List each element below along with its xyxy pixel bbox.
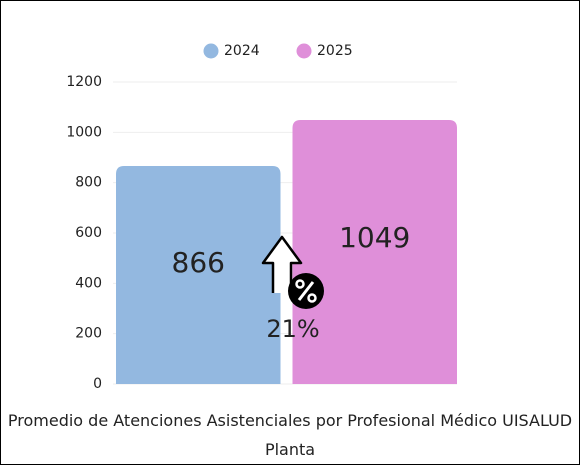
- y-tick-label: 0: [93, 376, 102, 392]
- chart: 21% 0 200 400 600 800 1000 1200 2024 2025 866 1049: [66, 43, 457, 392]
- bar: [292, 120, 457, 385]
- percent-icon: [288, 273, 324, 309]
- y-tick-label: 400: [75, 275, 102, 291]
- legend-swatch: [203, 43, 219, 59]
- y-tick-label: 600: [75, 225, 102, 241]
- bar: [116, 166, 281, 384]
- annotation: 21%: [266, 315, 319, 343]
- y-tick-label: 200: [75, 326, 102, 342]
- y-tick-label: 800: [75, 175, 102, 191]
- y-tick-label: 1000: [66, 124, 102, 140]
- data-label: 866: [172, 246, 225, 279]
- legend-swatch: [296, 43, 312, 59]
- data-label: 1049: [339, 221, 410, 254]
- y-tick-label: 1200: [66, 74, 102, 90]
- legend-label: 2024: [224, 43, 260, 59]
- increase-arrow: [261, 235, 303, 293]
- category-label: Promedio de Atenciones Asistenciales por…: [7, 411, 573, 459]
- legend-label: 2025: [317, 43, 353, 59]
